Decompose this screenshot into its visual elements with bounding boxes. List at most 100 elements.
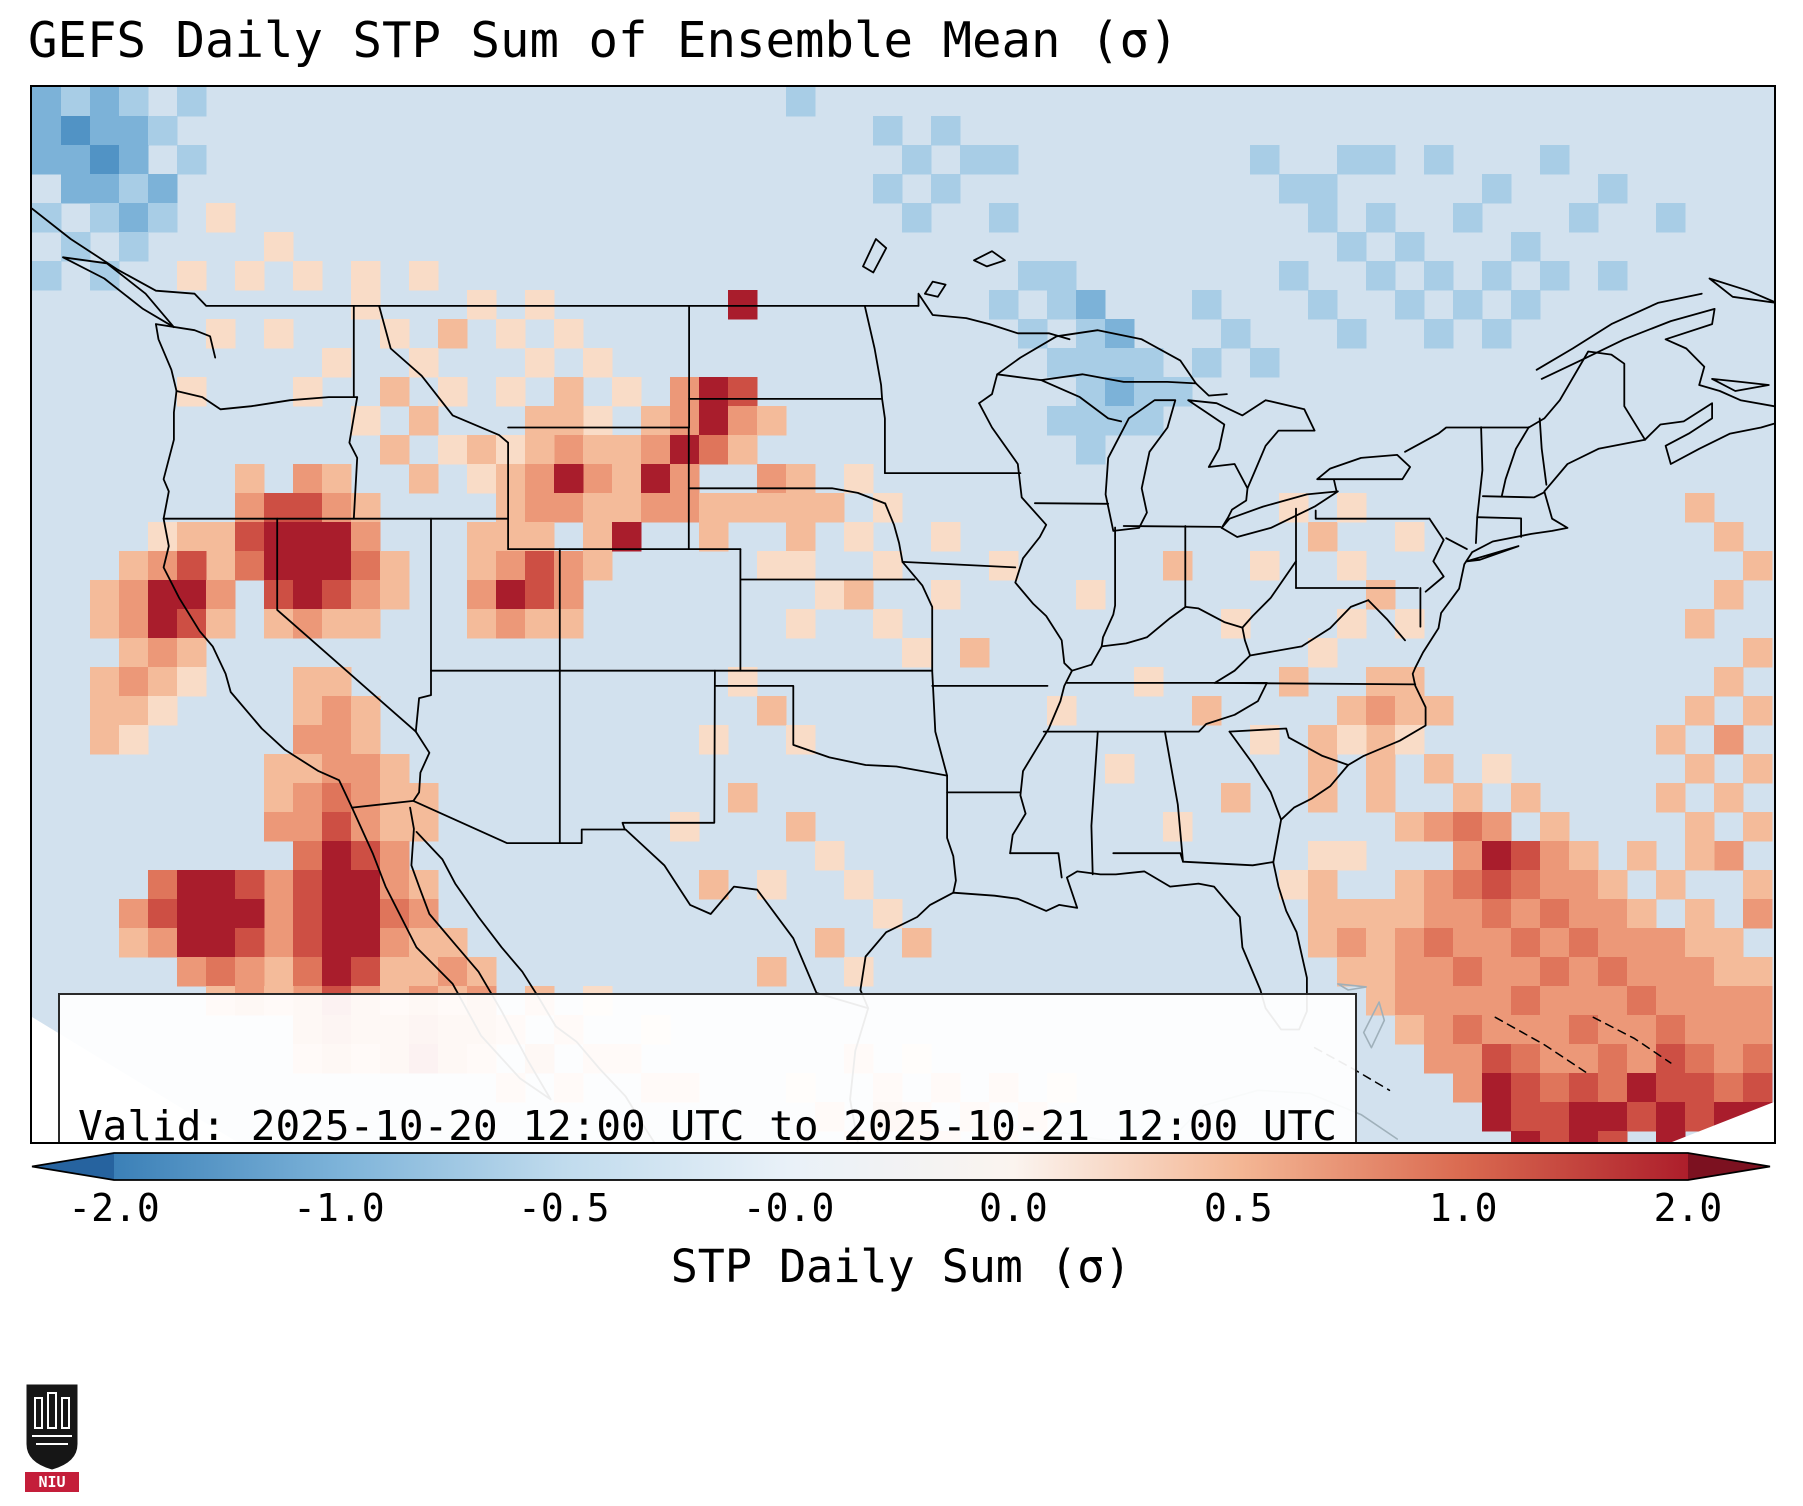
heatmap-cell xyxy=(728,377,758,407)
heatmap-cell xyxy=(1453,957,1483,987)
heatmap-cell xyxy=(1453,1073,1483,1103)
heatmap-cell xyxy=(119,174,149,204)
heatmap-cell xyxy=(670,406,700,436)
heatmap-cell xyxy=(1743,1073,1773,1103)
heatmap-cell xyxy=(1569,1073,1599,1103)
heatmap-cell xyxy=(90,174,120,204)
heatmap-cell xyxy=(554,435,584,465)
heatmap-cell xyxy=(380,957,410,987)
heatmap-cell xyxy=(525,406,555,436)
heatmap-cell xyxy=(177,928,207,958)
heatmap-cell xyxy=(206,551,236,581)
heatmap-cell xyxy=(1221,783,1251,813)
heatmap-cell xyxy=(1395,986,1425,1016)
heatmap-cell xyxy=(1685,609,1715,639)
heatmap-cell xyxy=(293,667,323,697)
heatmap-cell xyxy=(1598,174,1628,204)
heatmap-cell xyxy=(1656,928,1686,958)
heatmap-cell xyxy=(206,899,236,929)
validity-annotation: Valid: 2025-10-20 12:00 UTC to 2025-10-2… xyxy=(58,993,1357,1144)
heatmap-cell xyxy=(1250,348,1280,378)
heatmap-cell xyxy=(1743,1044,1773,1074)
colorbar-tick-label: -2.0 xyxy=(68,1186,160,1230)
valid-time-line: Valid: 2025-10-20 12:00 UTC to 2025-10-2… xyxy=(78,1101,1337,1144)
state-coast-boundary xyxy=(1708,277,1774,304)
heatmap-cell xyxy=(148,870,178,900)
heatmap-cell xyxy=(1685,1102,1715,1132)
heatmap-cell xyxy=(1308,928,1338,958)
heatmap-cell xyxy=(61,116,91,146)
heatmap-cell xyxy=(351,406,381,436)
heatmap-cell xyxy=(554,580,584,610)
state-coast-boundary xyxy=(351,800,870,1010)
heatmap-cell xyxy=(1337,696,1367,726)
heatmap-cell xyxy=(380,841,410,871)
heatmap-cell xyxy=(1424,812,1454,842)
heatmap-cell xyxy=(235,464,265,494)
heatmap-cell xyxy=(1598,261,1628,291)
state-coast-boundary xyxy=(687,487,887,505)
heatmap-cell xyxy=(1250,145,1280,175)
heatmap-cell xyxy=(1076,435,1106,465)
heatmap-cell xyxy=(1540,261,1570,291)
heatmap-cell xyxy=(1627,899,1657,929)
colorbar-gradient xyxy=(114,1153,1688,1180)
heatmap-cell xyxy=(380,377,410,407)
heatmap-cell xyxy=(1424,1044,1454,1074)
heatmap-cell xyxy=(525,551,555,581)
heatmap-cell xyxy=(554,319,584,349)
heatmap-cell xyxy=(1424,696,1454,726)
state-coast-boundary xyxy=(901,560,1017,569)
heatmap-cell xyxy=(1540,145,1570,175)
heatmap-cell xyxy=(1395,290,1425,320)
state-coast-boundary xyxy=(32,207,920,307)
heatmap-cell xyxy=(1424,145,1454,175)
heatmap-cell xyxy=(1685,493,1715,523)
heatmap-cell xyxy=(1714,928,1744,958)
heatmap-cell xyxy=(409,261,439,291)
heatmap-cell xyxy=(119,928,149,958)
heatmap-cell xyxy=(380,435,410,465)
state-coast-boundary xyxy=(1220,490,1339,538)
heatmap-cell xyxy=(322,464,352,494)
heatmap-cell xyxy=(1743,754,1773,784)
heatmap-cell xyxy=(119,667,149,697)
heatmap-cell xyxy=(1337,957,1367,987)
heatmap-cell xyxy=(496,377,526,407)
heatmap-cell xyxy=(525,290,555,320)
heatmap-cell xyxy=(32,261,62,291)
heatmap-cell xyxy=(1569,928,1599,958)
heatmap-cell xyxy=(1714,667,1744,697)
heatmap-cell xyxy=(1685,1044,1715,1074)
heatmap-cell xyxy=(612,493,642,523)
state-coast-boundary xyxy=(1711,377,1770,392)
heatmap-cell xyxy=(32,145,62,175)
heatmap-cell xyxy=(177,638,207,668)
heatmap-cell xyxy=(1540,1015,1570,1045)
state-coast-boundary xyxy=(1112,852,1275,867)
state-coast-boundary xyxy=(378,304,510,444)
heatmap-cell xyxy=(235,899,265,929)
heatmap-cell xyxy=(206,957,236,987)
heatmap-layer xyxy=(32,87,1773,1142)
heatmap-cell xyxy=(322,812,352,842)
state-coast-boundary xyxy=(973,250,1006,268)
colorbar xyxy=(31,1152,1771,1181)
heatmap-cell xyxy=(119,203,149,233)
colorbar-outline xyxy=(31,1152,1771,1181)
heatmap-cell xyxy=(119,551,149,581)
state-coast-boundary xyxy=(1228,727,1350,766)
heatmap-cell xyxy=(177,551,207,581)
state-coast-boundary xyxy=(1034,502,1110,505)
state-coast-boundary xyxy=(1500,426,1530,498)
heatmap-cell xyxy=(1482,1073,1512,1103)
heatmap-cell xyxy=(1540,1131,1570,1142)
heatmap-cell xyxy=(1366,754,1396,784)
heatmap-cell xyxy=(61,232,91,262)
heatmap-cell xyxy=(351,725,381,755)
heatmap-cell xyxy=(583,435,613,465)
heatmap-cell xyxy=(351,928,381,958)
heatmap-cell xyxy=(235,928,265,958)
state-coast-boundary xyxy=(917,292,1071,341)
heatmap-cell xyxy=(1743,638,1773,668)
